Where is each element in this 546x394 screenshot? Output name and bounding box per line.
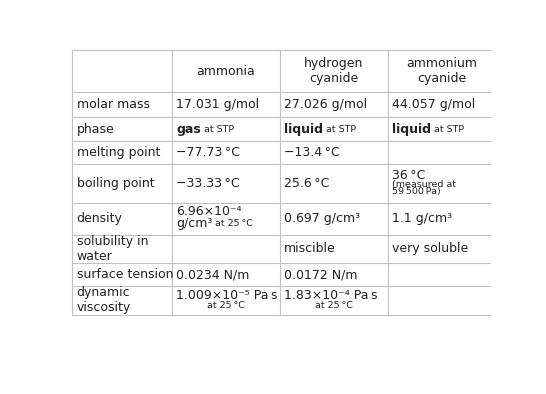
Text: at 25 °C: at 25 °C: [315, 301, 353, 310]
Text: liquid: liquid: [392, 123, 431, 136]
Text: boiling point: boiling point: [76, 177, 155, 190]
Text: 1.009×10⁻⁵ Pa s: 1.009×10⁻⁵ Pa s: [176, 289, 278, 302]
Text: at STP: at STP: [323, 125, 356, 134]
Text: ammonia: ammonia: [197, 65, 255, 78]
Text: −77.73 °C: −77.73 °C: [176, 146, 240, 159]
Text: miscible: miscible: [284, 242, 336, 255]
Text: 1.83×10⁻⁴ Pa s: 1.83×10⁻⁴ Pa s: [284, 289, 377, 302]
Text: 25.6 °C: 25.6 °C: [284, 177, 329, 190]
Text: (measured at: (measured at: [392, 180, 456, 189]
Text: very soluble: very soluble: [392, 242, 468, 255]
Text: g/cm³: g/cm³: [176, 217, 212, 230]
Text: surface tension: surface tension: [76, 268, 173, 281]
Text: melting point: melting point: [76, 146, 160, 159]
Text: phase: phase: [76, 123, 115, 136]
Text: 0.697 g/cm³: 0.697 g/cm³: [284, 212, 360, 225]
Text: gas: gas: [176, 123, 201, 136]
Text: 6.96×10⁻⁴: 6.96×10⁻⁴: [176, 205, 242, 218]
Text: hydrogen
cyanide: hydrogen cyanide: [304, 57, 364, 85]
Text: 17.031 g/mol: 17.031 g/mol: [176, 98, 259, 111]
Text: −33.33 °C: −33.33 °C: [176, 177, 240, 190]
Text: 59 500 Pa): 59 500 Pa): [392, 187, 441, 196]
Text: at 25 °C: at 25 °C: [215, 219, 252, 228]
Text: solubility in
water: solubility in water: [76, 235, 148, 263]
Text: 27.026 g/mol: 27.026 g/mol: [284, 98, 367, 111]
Text: −13.4 °C: −13.4 °C: [284, 146, 340, 159]
Text: 1.1 g/cm³: 1.1 g/cm³: [392, 212, 452, 225]
Text: ammonium
cyanide: ammonium cyanide: [406, 57, 477, 85]
Text: liquid: liquid: [284, 123, 323, 136]
Text: 36 °C: 36 °C: [392, 169, 425, 182]
Text: density: density: [76, 212, 123, 225]
Text: 44.057 g/mol: 44.057 g/mol: [392, 98, 475, 111]
Text: 0.0172 N/m: 0.0172 N/m: [284, 268, 358, 281]
Text: molar mass: molar mass: [76, 98, 150, 111]
Text: at STP: at STP: [431, 125, 464, 134]
Text: at STP: at STP: [201, 125, 234, 134]
Text: dynamic
viscosity: dynamic viscosity: [76, 286, 131, 314]
Text: 0.0234 N/m: 0.0234 N/m: [176, 268, 250, 281]
Text: at 25 °C: at 25 °C: [207, 301, 245, 310]
